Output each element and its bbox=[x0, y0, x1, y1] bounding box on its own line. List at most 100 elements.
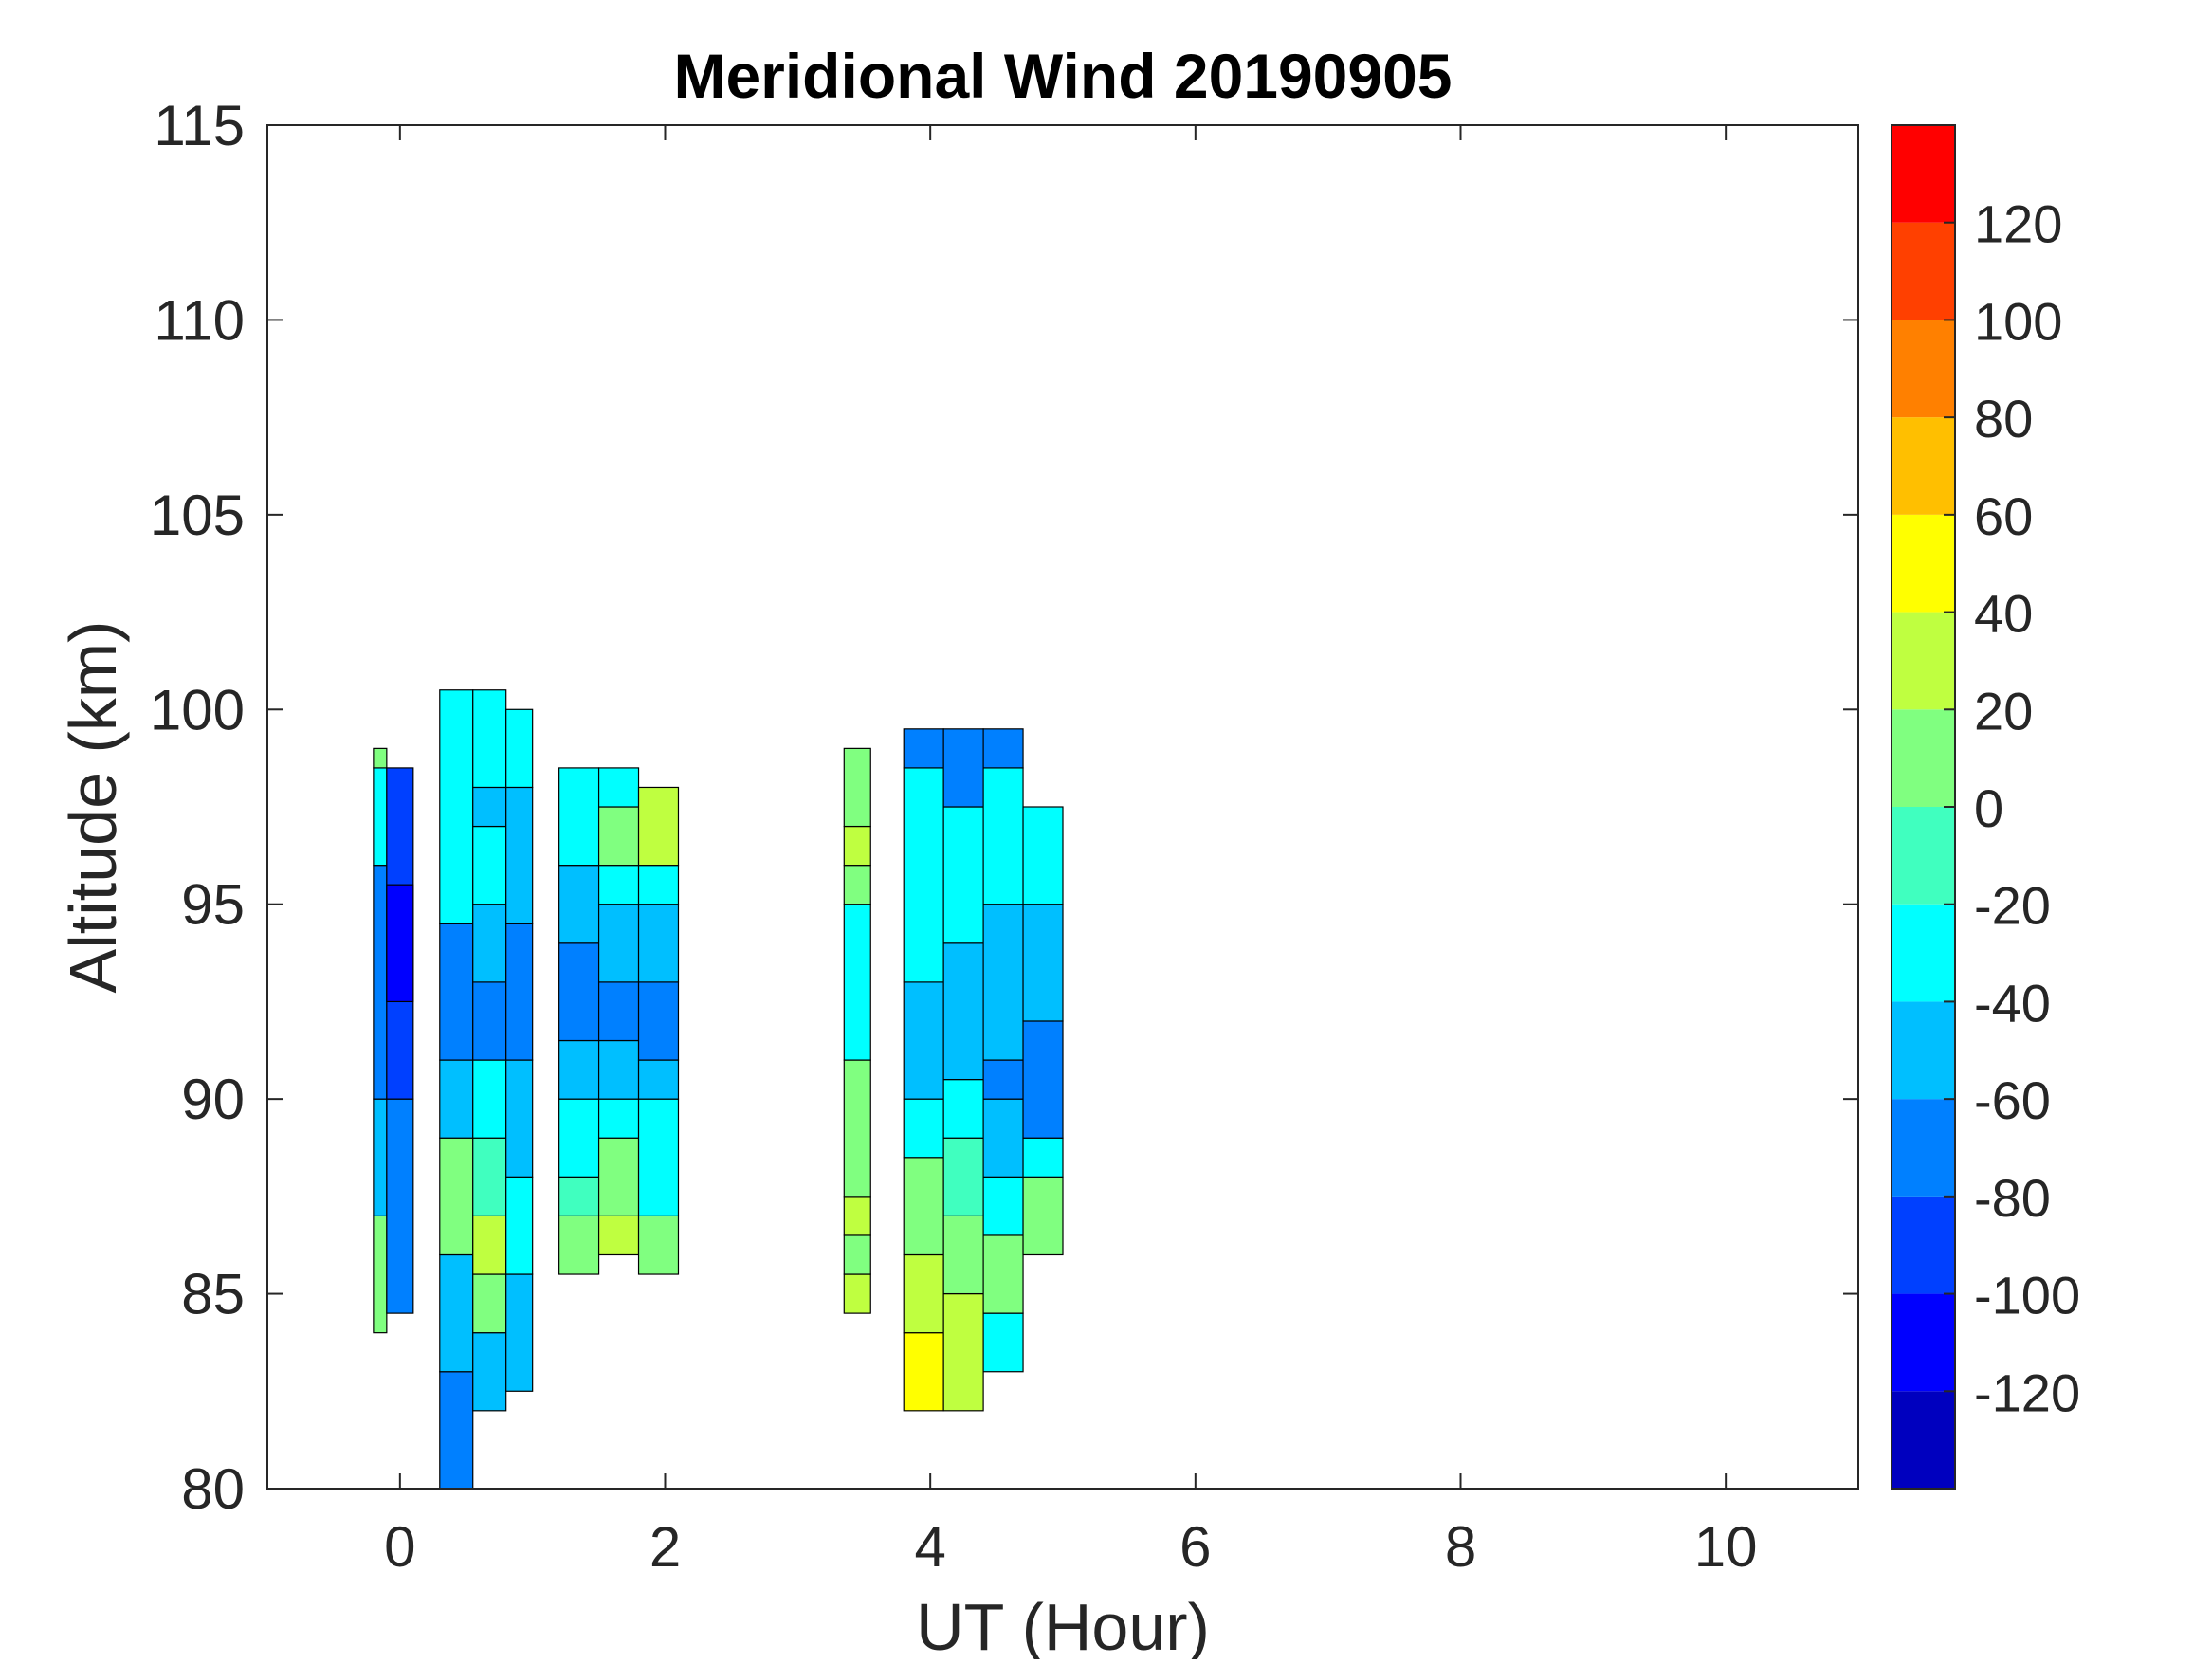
colorbar-band bbox=[1892, 1293, 1955, 1392]
contour-cell bbox=[558, 942, 600, 1042]
contour-cell bbox=[373, 865, 388, 1100]
contour-cell bbox=[843, 1273, 871, 1314]
x-tick-label: 8 bbox=[1445, 1515, 1476, 1579]
contour-cell bbox=[1022, 1137, 1064, 1178]
contour-cell bbox=[597, 904, 640, 983]
colorbar-band bbox=[1892, 1196, 1955, 1294]
y-tick-label: 80 bbox=[181, 1457, 245, 1521]
contour-cell bbox=[843, 865, 871, 905]
contour-cell bbox=[597, 1137, 640, 1216]
x-tick-label: 6 bbox=[1179, 1515, 1211, 1579]
contour-cell bbox=[903, 1098, 944, 1159]
y-tick-label: 115 bbox=[154, 94, 245, 157]
y-tick-label: 85 bbox=[181, 1263, 245, 1326]
contour-cell bbox=[637, 904, 680, 983]
contour-cell bbox=[472, 689, 507, 789]
colorbar: -120 -100 -80 -60 -40 -20 0 20 40 60 80 100 120 bbox=[1891, 124, 2080, 1490]
contour-cell bbox=[597, 865, 640, 905]
contour-cell bbox=[558, 767, 600, 867]
contour-cell bbox=[637, 1059, 680, 1100]
contour-cell bbox=[505, 1059, 534, 1178]
contour-cell bbox=[373, 767, 388, 867]
colorbar-band bbox=[1892, 1001, 1955, 1100]
contour-cell bbox=[982, 1312, 1024, 1373]
colorbar-tick-label: -80 bbox=[1974, 1168, 2051, 1228]
colorbar-tick-label: 120 bbox=[1974, 194, 2062, 254]
contour-cell bbox=[942, 1215, 984, 1295]
colorbar-band bbox=[1892, 709, 1955, 807]
contour-cell bbox=[472, 1273, 507, 1334]
contour-cell bbox=[942, 942, 984, 1081]
contour-cell bbox=[637, 786, 680, 867]
contour-cell bbox=[982, 1059, 1024, 1100]
contour-cell bbox=[982, 904, 1024, 1061]
contour-cell bbox=[472, 1137, 507, 1216]
contour-cell bbox=[472, 1059, 507, 1139]
contour-cell bbox=[903, 1332, 944, 1412]
contour-cell bbox=[472, 904, 507, 983]
x-tick-label: 2 bbox=[649, 1515, 681, 1579]
contour-cell bbox=[843, 1234, 871, 1275]
contour-cell bbox=[637, 981, 680, 1061]
contour-cell bbox=[439, 1137, 474, 1256]
contour-cell bbox=[472, 786, 507, 828]
colorbar-tick-label: -100 bbox=[1974, 1266, 2080, 1326]
contour-cell bbox=[1022, 806, 1064, 905]
x-tick-label: 4 bbox=[914, 1515, 945, 1579]
contour-cell bbox=[386, 884, 414, 1003]
colorbar-tick-label: -120 bbox=[1974, 1362, 2080, 1422]
colorbar-band bbox=[1892, 125, 1955, 223]
y-axis: 80 85 90 95 100 105 110 115 bbox=[150, 94, 1858, 1521]
colorbar-tick-label: 60 bbox=[1974, 486, 2033, 546]
colorbar-band bbox=[1892, 904, 1955, 1002]
colorbar-band bbox=[1892, 417, 1955, 515]
contour-cell bbox=[505, 708, 534, 789]
contour-cell bbox=[942, 1078, 984, 1139]
contour-cell bbox=[472, 1215, 507, 1275]
chart-title: Meridional Wind 20190905 bbox=[673, 41, 1452, 111]
contour-cell bbox=[1022, 1020, 1064, 1139]
colorbar-tick-label: 20 bbox=[1974, 681, 2033, 741]
contour-cell bbox=[942, 806, 984, 944]
contour-cell bbox=[903, 1157, 944, 1256]
colorbar-band bbox=[1892, 1391, 1955, 1489]
contour-cell bbox=[637, 865, 680, 905]
colorbar-band bbox=[1892, 514, 1955, 613]
colorbar-band bbox=[1892, 320, 1955, 418]
contour-cell bbox=[637, 1215, 680, 1275]
colorbar-band bbox=[1892, 222, 1955, 320]
y-tick-label: 95 bbox=[181, 873, 245, 937]
contour-cell bbox=[472, 981, 507, 1061]
plot-area-frame bbox=[266, 124, 1859, 1490]
colorbar-tick-label: -40 bbox=[1974, 973, 2051, 1033]
contour-cell bbox=[942, 728, 984, 808]
contour-cell bbox=[373, 747, 388, 769]
x-axis-label: UT (Hour) bbox=[916, 1590, 1210, 1659]
contour-cell bbox=[982, 728, 1024, 769]
contour-cell bbox=[558, 1176, 600, 1217]
contour-cell bbox=[982, 1098, 1024, 1178]
colorbar-tick-label: 100 bbox=[1974, 291, 2062, 351]
contour-cell bbox=[903, 981, 944, 1100]
contour-cell bbox=[472, 825, 507, 905]
contour-cell bbox=[597, 981, 640, 1042]
colorbar-tick-label: 80 bbox=[1974, 389, 2033, 448]
x-tick-label: 10 bbox=[1694, 1515, 1758, 1579]
y-tick-label: 105 bbox=[150, 484, 245, 547]
contour-cell bbox=[505, 786, 534, 924]
contour-cell bbox=[558, 1098, 600, 1178]
contour-cell bbox=[597, 1039, 640, 1100]
contour-cell bbox=[843, 904, 871, 1061]
x-axis: 0 2 4 6 8 10 bbox=[384, 125, 1758, 1579]
contour-cell bbox=[472, 1332, 507, 1412]
contour-cell bbox=[597, 1215, 640, 1256]
contour-cell bbox=[843, 825, 871, 867]
x-tick-label: 0 bbox=[384, 1515, 415, 1579]
contour-cell bbox=[558, 865, 600, 944]
contour-cell bbox=[386, 1098, 414, 1314]
contour-cell bbox=[597, 767, 640, 808]
contour-cell bbox=[843, 1059, 871, 1198]
contour-cell bbox=[505, 1176, 534, 1275]
contour-cell bbox=[942, 1292, 984, 1412]
